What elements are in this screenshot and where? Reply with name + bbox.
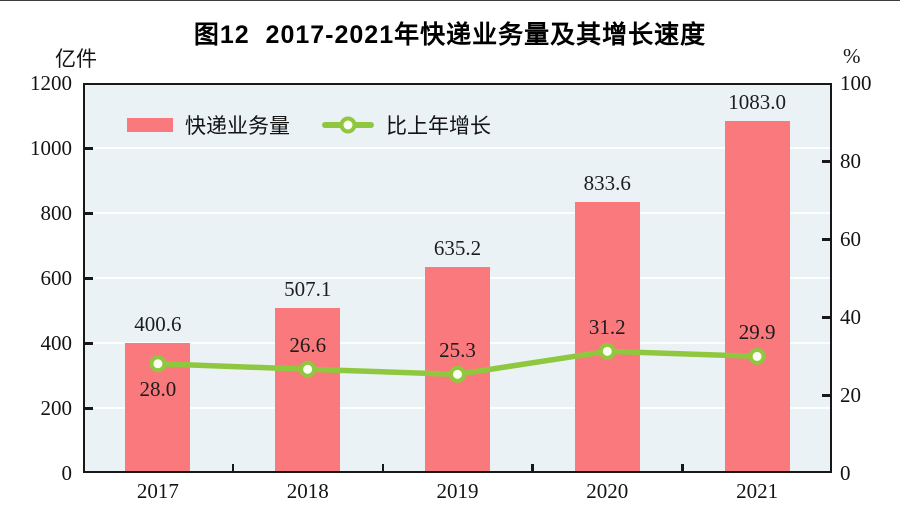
- right-axis-tick-label: 20: [840, 383, 861, 407]
- line-marker-2017: [149, 355, 167, 373]
- left-axis-tick-label: 1000: [30, 136, 72, 160]
- line-marker-2018: [299, 360, 317, 378]
- x-axis-tick: [531, 464, 534, 473]
- bar-2018: [275, 308, 341, 473]
- bar-value-label-2020: 833.6: [583, 171, 631, 196]
- x-axis-label-2018: 2018: [286, 479, 329, 503]
- right-axis-unit: %: [843, 44, 861, 68]
- bar-value-label-2017: 400.6: [134, 311, 182, 336]
- right-axis-tick-label: 60: [840, 227, 861, 251]
- right-axis-tick: [822, 238, 832, 241]
- bar-2021: [724, 121, 790, 473]
- legend-item-growth: 比上年增长: [322, 110, 491, 140]
- bar-2020: [574, 202, 640, 473]
- left-axis-tick: [83, 342, 93, 345]
- line-marker-2021: [748, 347, 766, 365]
- left-axis-tick: [83, 407, 93, 410]
- growth-line-chart: [149, 342, 766, 383]
- bar-legend-label: 快递业务量: [185, 114, 290, 138]
- bar-value-label-2018: 507.1: [284, 277, 332, 302]
- left-axis-tick-label: 400: [40, 331, 73, 355]
- right-axis-tick-label: 80: [840, 149, 861, 173]
- gridline: [83, 147, 832, 149]
- left-axis-tick: [83, 147, 93, 150]
- left-axis-tick-label: 600: [40, 266, 73, 290]
- top-divider: [0, 0, 900, 1]
- x-axis-label-2019: 2019: [436, 479, 479, 503]
- bar-value-label-2021: 1083.0: [728, 90, 786, 115]
- gridline: [83, 212, 832, 214]
- bar-value-label-2019: 635.2: [433, 235, 482, 260]
- line-marker-2019: [449, 365, 466, 383]
- x-axis-tick: [231, 464, 235, 473]
- line-value-label-2019: 25.3: [439, 338, 476, 363]
- x-axis-label-2021: 2021: [736, 479, 779, 503]
- left-axis-tick-label: 200: [40, 396, 73, 420]
- left-axis-unit: 亿件: [55, 47, 97, 71]
- right-axis-tick-label: 100: [840, 71, 872, 95]
- plot-area: 快递业务量 比上年增长 400.6 507.1 635.2 833.6 1083.0 28…: [83, 83, 832, 473]
- line-value-label-2020: 31.2: [588, 315, 626, 340]
- right-axis-tick: [822, 316, 832, 319]
- x-axis-tick: [381, 464, 385, 473]
- x-axis-label-2017: 2017: [136, 479, 179, 503]
- legend-item-volume: 快递业务量: [127, 110, 290, 140]
- right-axis-tick-label: 40: [840, 305, 861, 329]
- right-axis-tick: [822, 394, 832, 397]
- chart-title: 图12 2017-2021年快递业务量及其增长速度: [193, 21, 707, 49]
- line-marker-2020: [598, 342, 616, 360]
- left-axis-tick: [83, 212, 93, 215]
- line-value-label-2021: 29.9: [738, 320, 776, 345]
- x-axis-tick: [681, 464, 684, 473]
- left-axis-tick-label: 0: [61, 461, 73, 485]
- line-legend-circle-marker-icon: [339, 116, 357, 134]
- line-legend-swatch: [322, 116, 374, 134]
- line-legend-label: 比上年增长: [386, 114, 491, 138]
- x-axis-label-2020: 2020: [586, 479, 629, 503]
- right-axis-tick: [822, 160, 832, 163]
- bar-legend-swatch: [127, 118, 173, 132]
- right-axis-tick-label: 0: [840, 461, 851, 485]
- left-axis-tick: [83, 277, 93, 280]
- left-axis-tick-label: 1200: [30, 71, 72, 95]
- line-value-label-2018: 26.6: [289, 333, 327, 358]
- left-axis-tick-label: 800: [40, 201, 73, 225]
- line-value-label-2017: 28.0: [139, 376, 177, 401]
- legend: 快递业务量 比上年增长: [127, 110, 491, 140]
